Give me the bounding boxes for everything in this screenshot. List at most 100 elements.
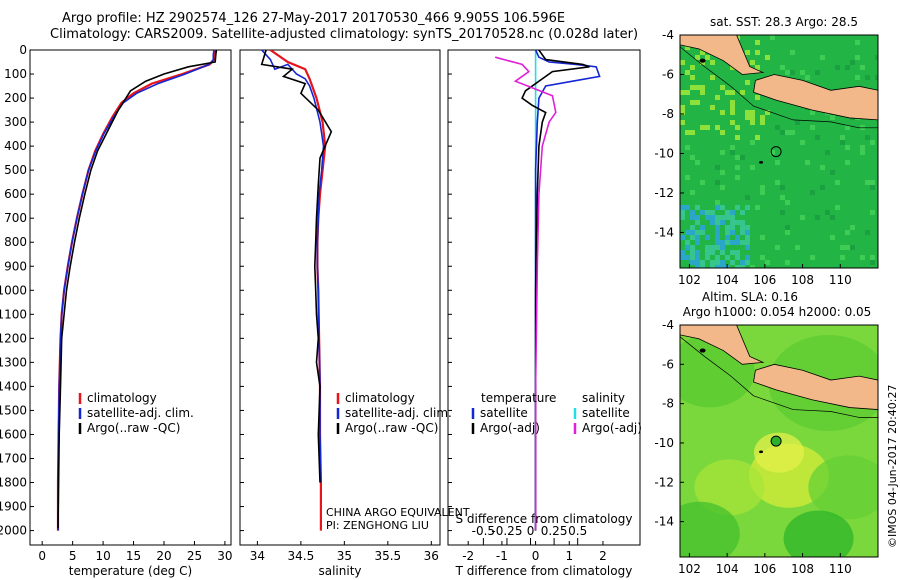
sst-cell (715, 240, 720, 245)
series-line-satellite-adj-clim- (261, 50, 325, 483)
land-sumatra (680, 325, 765, 365)
x-tick-label: 35.5 (374, 549, 401, 563)
sst-cell (730, 260, 735, 265)
sst-cell (865, 230, 870, 235)
sst-cell (690, 155, 695, 160)
x-tick-label: 1 (565, 549, 573, 563)
map-y-tick-label: -12 (654, 475, 674, 489)
sst-cell (760, 190, 765, 195)
sst-cell (745, 110, 750, 115)
sst-cell (690, 255, 695, 260)
sst-cell (830, 235, 835, 240)
sst-cell (735, 135, 740, 140)
legend-climatology-label: climatology (345, 391, 415, 405)
sst-cell (720, 170, 725, 175)
sst-cell (870, 255, 875, 260)
sst-cell (690, 75, 695, 80)
map2-subtitle: Argo h1000: 0.054 h2000: 0.05 (683, 305, 872, 319)
sst-cell (700, 50, 705, 55)
sst-cell (730, 145, 735, 150)
sst-cell (740, 260, 745, 265)
land-java (753, 363, 878, 410)
map-y-tick-label: -8 (662, 107, 674, 121)
sst-cell (760, 235, 765, 240)
sst-cell (730, 120, 735, 125)
sst-cell (680, 215, 685, 220)
sst-cell (735, 175, 740, 180)
sst-cell (860, 145, 865, 150)
sst-cell (750, 115, 755, 120)
sst-cell (750, 120, 755, 125)
sst-cell (870, 185, 875, 190)
sst-cell (730, 250, 735, 255)
y-tick-label: 1900 (0, 500, 27, 514)
map-y-tick-label: -4 (662, 28, 674, 42)
sst-cell (715, 235, 720, 240)
sst-cell (860, 255, 865, 260)
sst-cell (745, 260, 750, 265)
map-field-1 (680, 35, 878, 268)
sst-cell (700, 230, 705, 235)
sst-cell (710, 60, 715, 65)
top-x-axis-label: S difference from climatology (456, 512, 633, 526)
x-tick-label: 20 (156, 549, 171, 563)
plot-frame-3 (447, 49, 641, 546)
sst-cell (790, 50, 795, 55)
sst-cell (740, 220, 745, 225)
sst-cell (760, 185, 765, 190)
sst-cell (720, 240, 725, 245)
sst-cell (700, 265, 705, 268)
legend-s-satellite-label: satellite (582, 406, 630, 420)
sst-cell (725, 235, 730, 240)
sst-cell (710, 245, 715, 250)
sst-cell (695, 255, 700, 260)
sst-cell (720, 245, 725, 250)
sst-cell (855, 75, 860, 80)
x-tick-label: 0 (38, 549, 46, 563)
sst-cell (745, 205, 750, 210)
sst-cell (710, 215, 715, 220)
sst-cell (715, 180, 720, 185)
sst-cell (695, 250, 700, 255)
sst-cell (835, 205, 840, 210)
sst-cell (785, 200, 790, 205)
sst-cell (695, 265, 700, 268)
pi-annotation-line-1: CHINA ARGO EQUIVALENT (326, 506, 470, 519)
land-java (753, 74, 878, 121)
sst-cell (715, 220, 720, 225)
sst-cell (685, 175, 690, 180)
sst-cell (735, 165, 740, 170)
header-line-2: Climatology: CARS2009. Satellite-adjuste… (50, 27, 639, 42)
sst-cell (800, 70, 805, 75)
sla-blob (808, 455, 878, 520)
sst-cell (720, 85, 725, 90)
sst-cell (810, 125, 815, 130)
sst-cell (680, 90, 685, 95)
map-y-tick-label: -6 (662, 67, 674, 81)
sst-cell (750, 110, 755, 115)
sst-cell (700, 260, 705, 265)
sst-cell (730, 225, 735, 230)
legend-satellite-label: satellite-adj. clim. (345, 406, 452, 420)
sst-cell (775, 180, 780, 185)
x-tick-label: 10 (95, 549, 110, 563)
map-x-tick-label: 110 (829, 273, 852, 287)
sst-cell (815, 215, 820, 220)
x-axis-label: temperature (deg C) (69, 564, 192, 578)
island-enggano (699, 348, 706, 353)
sst-cell (690, 190, 695, 195)
sst-cell (760, 255, 765, 260)
sst-cell (730, 210, 735, 215)
map2-title: Altim. SLA: 0.16 (702, 290, 798, 304)
sst-cell (840, 135, 845, 140)
argo-position-marker (770, 146, 782, 158)
sst-cell (860, 150, 865, 155)
header-line-1: Argo profile: HZ 2902574_126 27-May-2017… (62, 11, 566, 26)
sst-cell (715, 200, 720, 205)
map-y-tick-label: -10 (654, 146, 674, 160)
plot-frame-2 (239, 49, 441, 546)
island-christmas (759, 450, 764, 454)
sst-cell (745, 255, 750, 260)
sst-cell (735, 265, 740, 268)
